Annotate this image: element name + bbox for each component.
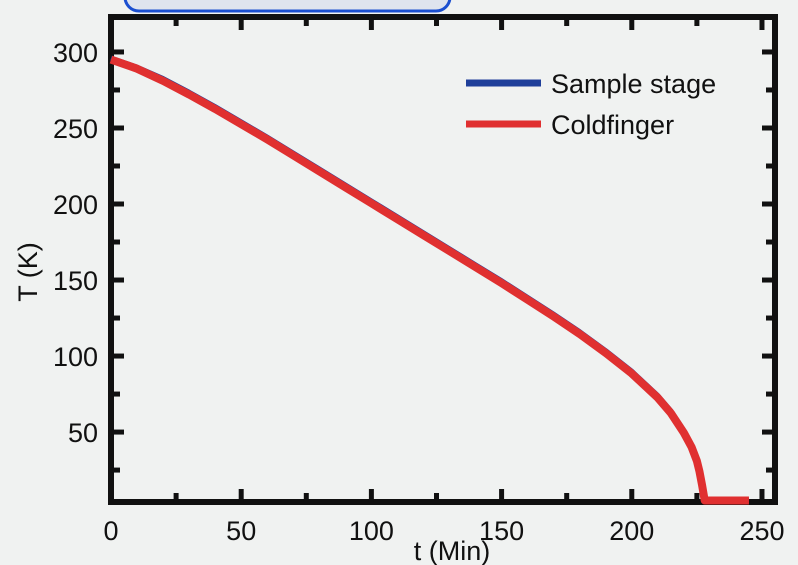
x-tick-label: 150: [479, 516, 524, 546]
y-tick-label: 200: [53, 190, 98, 220]
x-tick-label: 50: [226, 516, 256, 546]
y-tick-label: 150: [53, 266, 98, 296]
legend: Sample stage Coldfinger: [466, 69, 716, 140]
series-layer: [109, 55, 749, 505]
legend-label-coldfinger: Coldfinger: [551, 110, 674, 140]
legend-label-sample-stage: Sample stage: [551, 69, 716, 99]
x-axis-title: t (Min): [414, 536, 491, 565]
x-tick-label: 250: [739, 516, 784, 546]
plot-frame: [108, 14, 778, 505]
x-tick-label: 200: [609, 516, 654, 546]
x-tick-label: 100: [349, 516, 394, 546]
y-tick-label: 100: [53, 342, 98, 372]
y-tick-label: 300: [53, 38, 98, 68]
y-axis-title: T (K): [13, 242, 43, 302]
y-tick-label: 50: [68, 418, 98, 448]
y-tick-label: 250: [53, 114, 98, 144]
series-line-coldfinger: [109, 55, 749, 505]
x-tick-labels: 0 50 100 150 200 250: [103, 516, 784, 546]
axis-ticks: [108, 17, 775, 502]
x-tick-label: 0: [103, 516, 118, 546]
top-panel-edge: [123, 0, 452, 13]
y-tick-labels: 50 100 150 200 250 300: [53, 38, 98, 448]
